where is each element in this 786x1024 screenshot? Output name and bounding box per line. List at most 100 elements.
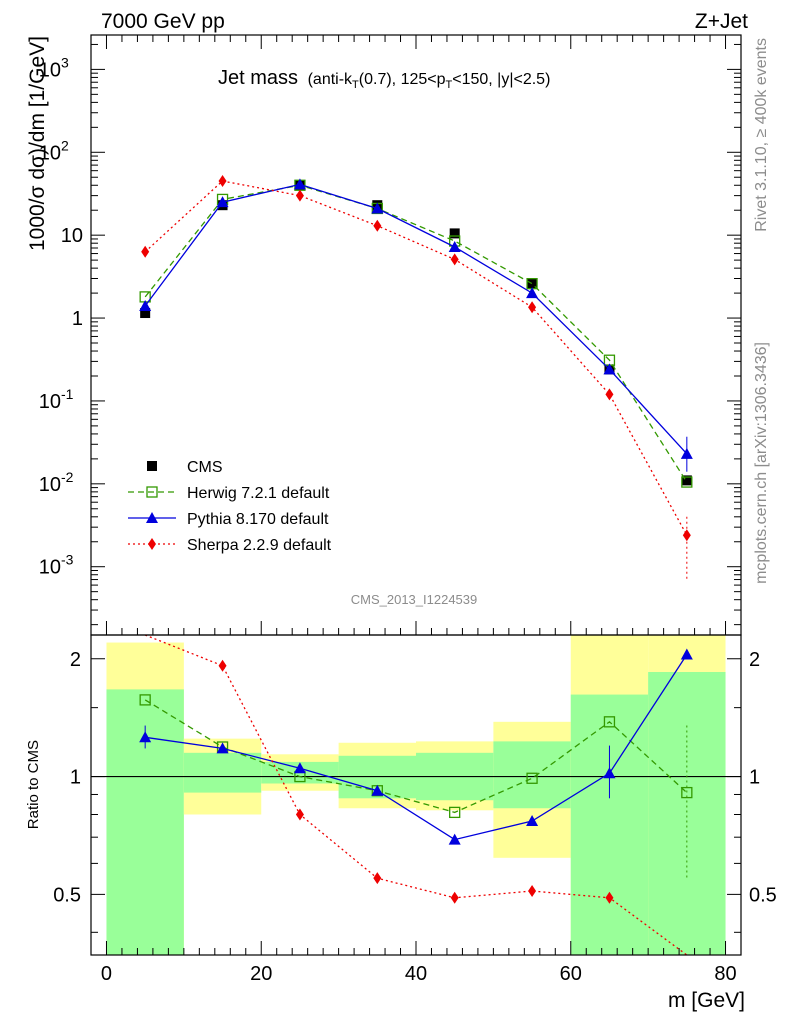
- main-ytick-label-0: 10: [39, 557, 61, 579]
- title-end: <150, |y|<2.5): [452, 71, 550, 88]
- mcplots-source-label: mcplots.cern.ch [arXiv:1306.3436]: [753, 342, 770, 584]
- ratio-ytick-label-left-2: 2: [70, 649, 81, 671]
- main-point-0-7: [681, 475, 692, 486]
- main-ytick-exp-5: 2: [61, 137, 69, 153]
- legend-label-2: Pythia 8.170 default: [187, 511, 329, 528]
- main-point-3-2: [295, 189, 304, 202]
- ratio-point-2-6: [605, 891, 614, 904]
- main-y-tick-lines: [91, 43, 741, 626]
- ratio-point-1-4: [448, 833, 461, 845]
- ratio-point-2-5: [528, 885, 537, 898]
- title-sub1: T: [352, 79, 359, 91]
- main-point-0-0: [140, 308, 151, 319]
- ratio-ytick-label-right-0: 0.5: [749, 884, 777, 906]
- xtick-label-4: 80: [714, 963, 736, 985]
- main-point-3-0: [141, 245, 150, 258]
- ratio-point-2-2: [295, 808, 304, 821]
- ratio-ytick-label-left-0: 0.5: [53, 884, 81, 906]
- x-axis-title: m [GeV]: [668, 989, 745, 1012]
- header-energy-label: 7000 GeV pp: [101, 10, 225, 33]
- ratio-line-1: [145, 654, 688, 841]
- band-inner-5: [493, 741, 571, 809]
- main-point-3-5: [528, 301, 537, 314]
- ratio-ytick-label-right-2: 2: [749, 649, 760, 671]
- main-point-2-1: [216, 196, 229, 208]
- ratio-point-2-3: [373, 872, 382, 885]
- main-ytick-label-5: 10: [39, 142, 61, 164]
- ratio-y-axis-title: Ratio to CMS: [25, 740, 42, 829]
- legend-marker-0: [147, 461, 157, 471]
- rivet-version-label: Rivet 3.1.10, ≥ 400k events: [753, 38, 770, 232]
- main-point-1-7: [681, 476, 693, 488]
- ratio-line-2: [144, 634, 688, 956]
- ratio-point-0-5: [526, 772, 538, 784]
- xtick-label-0: 0: [101, 963, 112, 985]
- main-ytick-label-2: 10: [39, 391, 61, 413]
- xtick-label-2: 40: [405, 963, 427, 985]
- ratio-point-2-1: [218, 659, 227, 672]
- title-sub2: T: [446, 79, 453, 91]
- ratio-point-2-4: [450, 891, 459, 904]
- main-ytick-exp-1: -2: [61, 469, 74, 485]
- ratio-ytick-label-right-1: 1: [749, 767, 760, 789]
- legend-label-1: Herwig 7.2.1 default: [187, 485, 330, 502]
- main-line-1: [144, 184, 688, 483]
- analysis-watermark: CMS_2013_I1224539: [351, 592, 478, 607]
- legend-marker-1: [146, 486, 158, 498]
- main-point-2-6: [603, 363, 616, 375]
- title-mid: (0.7), 125<p: [359, 71, 446, 88]
- main-y-axis-title: 1000/σ dσ)/dm [1/GeV]: [26, 36, 49, 251]
- ratio-point-1-5: [526, 814, 539, 826]
- main-point-3-6: [605, 388, 614, 401]
- xtick-label-3: 60: [560, 963, 582, 985]
- title-detail: (anti-k: [308, 71, 353, 88]
- main-ytick-label-6: 10: [39, 59, 61, 81]
- xtick-label-1: 20: [250, 963, 272, 985]
- main-point-3-4: [450, 253, 459, 266]
- ratio-point-0-4: [449, 806, 461, 819]
- main-point-2-0: [139, 299, 152, 311]
- legend-marker-2: [146, 512, 158, 523]
- band-inner-1: [183, 752, 262, 793]
- main-series-group: [139, 175, 693, 580]
- ratio-series-group: [139, 634, 693, 956]
- ratio-point-1-7: [680, 648, 693, 660]
- main-line-2: [144, 183, 688, 455]
- x-axis-ticks: 0 20 40 60 80: [101, 35, 737, 985]
- header-process-label: Z+Jet: [695, 10, 748, 33]
- main-point-2-2: [293, 178, 306, 190]
- main-point-0-4: [449, 228, 460, 239]
- ratio-point-0-6: [603, 716, 616, 728]
- main-ytick-label-1: 10: [39, 474, 61, 496]
- main-ytick-exp-0: -3: [61, 552, 74, 568]
- ratio-point-0-0: [139, 694, 151, 706]
- main-ytick-exp-2: -1: [61, 386, 74, 402]
- ratio-uncertainty-bands: [106, 635, 726, 955]
- main-point-2-5: [526, 287, 539, 299]
- ratio-ytick-label-left-1: 1: [70, 767, 81, 789]
- band-inner-7: [648, 672, 726, 955]
- ratio-point-0-7: [681, 786, 693, 799]
- main-ytick-label-3: 1: [72, 308, 83, 330]
- main-line-3: [144, 180, 688, 536]
- ratio-point-1-2: [293, 762, 306, 774]
- title-main: Jet mass: [218, 67, 298, 89]
- main-point-2-3: [371, 202, 384, 214]
- main-point-3-1: [218, 175, 227, 188]
- legend: CMS Herwig 7.2.1 default Pythia 8.170 defa…: [128, 459, 332, 554]
- band-inner-6: [570, 694, 649, 955]
- main-point-3-7: [682, 529, 691, 542]
- ratio-ticks: 0.5 0.5 1 1 2 2: [53, 649, 777, 933]
- main-ytick-label-4: 10: [61, 225, 83, 247]
- main-point-0-5: [527, 278, 538, 289]
- main-point-3-3: [373, 219, 382, 232]
- main-plot-title: Jet mass (anti-kT(0.7), 125<pT<150, |y|<…: [218, 67, 550, 91]
- legend-label-0: CMS: [187, 459, 223, 476]
- main-point-2-4: [448, 240, 461, 252]
- main-ytick-exp-6: 3: [61, 54, 69, 70]
- ratio-point-1-3: [371, 784, 384, 796]
- legend-label-3: Sherpa 2.2.9 default: [187, 537, 332, 554]
- ratio-point-1-1: [216, 742, 229, 754]
